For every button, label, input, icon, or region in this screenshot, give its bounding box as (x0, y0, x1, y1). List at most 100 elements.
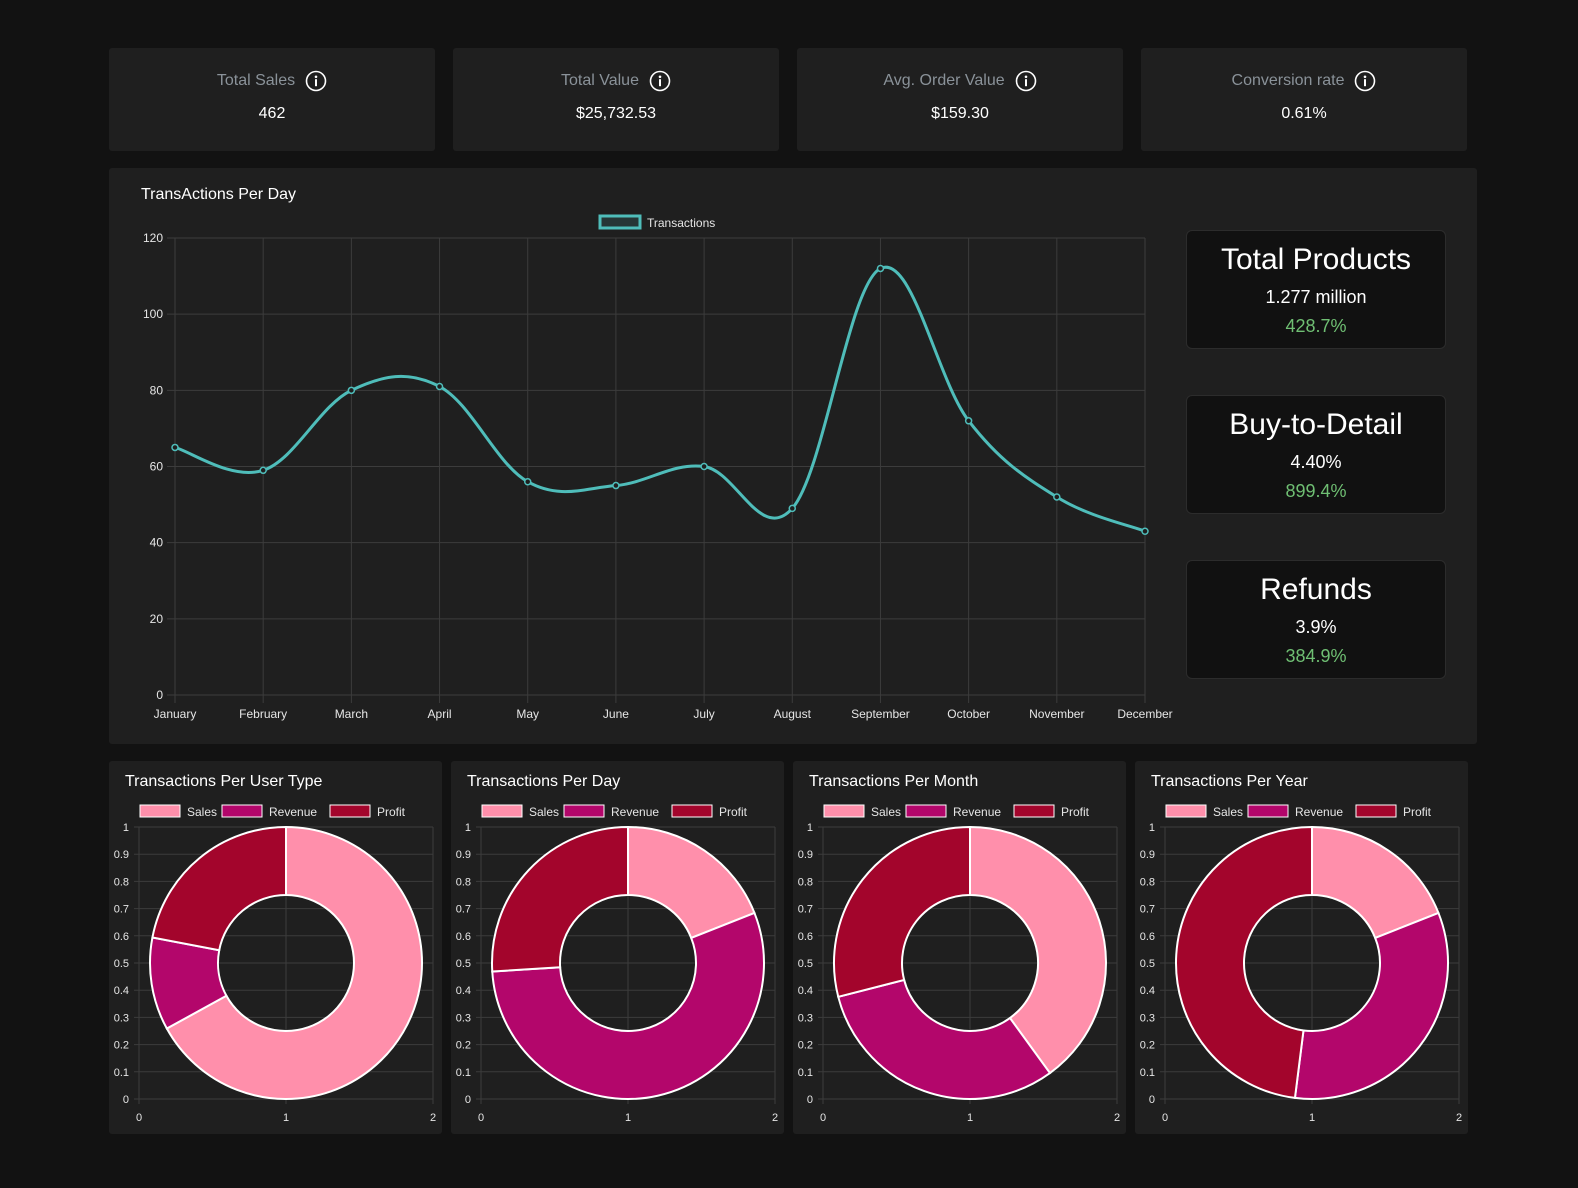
y-tick-label: 0.4 (114, 985, 129, 997)
x-tick-label: 0 (1162, 1112, 1168, 1124)
donut-chart-title: Transactions Per Year (1151, 773, 1308, 790)
y-tick-label: 0.1 (114, 1067, 129, 1079)
y-tick-label: 0.3 (1140, 1012, 1155, 1024)
legend-swatch-profit (1355, 804, 1397, 818)
y-tick-label: 0.4 (1140, 985, 1155, 997)
y-tick-label: 0.6 (114, 931, 129, 943)
kpi-card-conversion-rate: Conversion rate 0.61% (1141, 48, 1467, 151)
info-icon[interactable] (305, 70, 327, 92)
y-tick-label: 20 (150, 612, 164, 626)
x-tick-label: 1 (1309, 1112, 1315, 1124)
stat-title: Buy-to-Detail (1229, 408, 1403, 441)
x-tick-label: March (335, 707, 368, 721)
kpi-card-avg-order-value: Avg. Order Value $159.30 (797, 48, 1123, 151)
x-tick-label: December (1117, 707, 1172, 721)
y-tick-label: 1 (123, 822, 129, 834)
y-tick-label: 0.8 (114, 876, 129, 888)
y-tick-label: 0 (807, 1094, 813, 1106)
y-tick-label: 120 (143, 231, 163, 245)
info-icon[interactable] (1354, 70, 1376, 92)
x-tick-label: June (603, 707, 629, 721)
legend-label-sales: Sales (1213, 805, 1243, 819)
y-tick-label: 0.1 (798, 1067, 813, 1079)
y-tick-label: 0.6 (1140, 931, 1155, 943)
stat-value: 1.277 million (1265, 287, 1367, 307)
legend-label-sales: Sales (529, 805, 559, 819)
info-icon[interactable] (1015, 70, 1037, 92)
kpi-card-total-sales: Total Sales 462 (109, 48, 435, 151)
donut-chart[interactable]: Sales Revenue Profit 0 0.1 0.2 0.3 0.4 0.5 0.6 0.7… (793, 761, 1126, 1134)
x-tick-label: May (516, 707, 539, 721)
y-tick-label: 100 (143, 307, 163, 321)
y-tick-label: 1 (465, 822, 471, 834)
y-tick-label: 0.3 (798, 1012, 813, 1024)
donut-slice-profit (491, 825, 629, 973)
kpi-label: Conversion rate (1231, 72, 1345, 89)
data-point (876, 264, 885, 273)
y-tick-label: 0 (123, 1094, 129, 1106)
y-tick-label: 0.8 (798, 876, 813, 888)
y-tick-label: 0.4 (798, 985, 813, 997)
legend-label-revenue: Revenue (269, 805, 317, 819)
donut-slice-sales (165, 825, 423, 1100)
y-tick-label: 0.2 (456, 1040, 471, 1052)
y-tick-label: 0 (1149, 1094, 1155, 1106)
data-point (964, 417, 973, 425)
donut-slice-profit (833, 825, 971, 999)
y-tick-label: 0.8 (1140, 876, 1155, 888)
x-tick-label: 1 (283, 1112, 289, 1124)
info-icon[interactable] (649, 70, 671, 92)
donut-slice-profit (151, 825, 287, 952)
x-tick-label: October (947, 707, 990, 721)
kpi-value: 0.61% (1281, 105, 1327, 122)
legend-label-sales: Sales (187, 805, 217, 819)
legend-label-sales: Sales (871, 805, 901, 819)
donut-slice-profit (1175, 825, 1313, 1100)
x-tick-label: August (774, 707, 812, 721)
y-tick-label: 0.3 (456, 1012, 471, 1024)
y-tick-label: 0.5 (456, 958, 471, 970)
donut-chart[interactable]: Sales Revenue Profit 0 0.1 0.2 0.3 0.4 0.5 0.6 0.7… (451, 761, 784, 1134)
stat-card-refunds: Refunds 3.9% 384.9% (1186, 560, 1446, 679)
stat-value: 3.9% (1295, 617, 1337, 637)
donut-slice-revenue (491, 911, 765, 1100)
y-tick-label: 0.4 (456, 985, 471, 997)
y-tick-label: 0.6 (798, 931, 813, 943)
stat-value: 4.40% (1290, 452, 1342, 472)
donut-chart[interactable]: Sales Revenue Profit 0 0.1 0.2 0.3 0.4 0.5 0.6 0.7… (1135, 761, 1468, 1134)
legend-swatch-revenue (563, 804, 605, 818)
y-tick-label: 40 (150, 536, 164, 550)
x-tick-label: 2 (772, 1112, 778, 1124)
y-tick-label: 0.5 (798, 958, 813, 970)
stat-title: Refunds (1260, 573, 1372, 606)
legend-swatch-transactions (598, 214, 642, 230)
y-tick-label: 0 (156, 688, 163, 702)
donut-chart[interactable]: Sales Revenue Profit 0 0.1 0.2 0.3 0.4 0.5 0.6 0.7… (109, 761, 442, 1134)
y-tick-label: 0.7 (456, 904, 471, 916)
stat-title: Total Products (1220, 243, 1412, 276)
y-tick-label: 80 (150, 383, 164, 397)
kpi-card-total-value: Total Value $25,732.53 (453, 48, 779, 151)
legend-label-transactions: Transactions (647, 216, 715, 230)
donut-chart-title: Transactions Per Day (467, 773, 621, 790)
y-tick-label: 0.5 (114, 958, 129, 970)
data-point (1053, 493, 1061, 501)
legend-label-revenue: Revenue (611, 805, 659, 819)
y-tick-label: 0.6 (456, 931, 471, 943)
transactions-line-chart[interactable]: 0 20 40 60 80 100 120 January February March April… (109, 168, 1477, 744)
y-tick-label: 1 (807, 822, 813, 834)
x-tick-label: 1 (967, 1112, 973, 1124)
y-tick-label: 0.7 (1140, 904, 1155, 916)
x-tick-label: July (693, 707, 714, 721)
legend-swatch-revenue (1247, 804, 1289, 818)
y-tick-label: 0.1 (1140, 1067, 1155, 1079)
y-tick-label: 60 (150, 460, 164, 474)
x-tick-label: 0 (478, 1112, 484, 1124)
y-tick-label: 0.2 (1140, 1040, 1155, 1052)
transactions-line-panel: 0 20 40 60 80 100 120 January February March April… (109, 168, 1477, 744)
data-point (523, 477, 532, 486)
kpi-value: $25,732.53 (575, 105, 657, 122)
y-tick-label: 0.9 (1140, 849, 1155, 861)
y-tick-label: 0.9 (114, 849, 129, 861)
stat-change: 384.9% (1285, 646, 1347, 666)
